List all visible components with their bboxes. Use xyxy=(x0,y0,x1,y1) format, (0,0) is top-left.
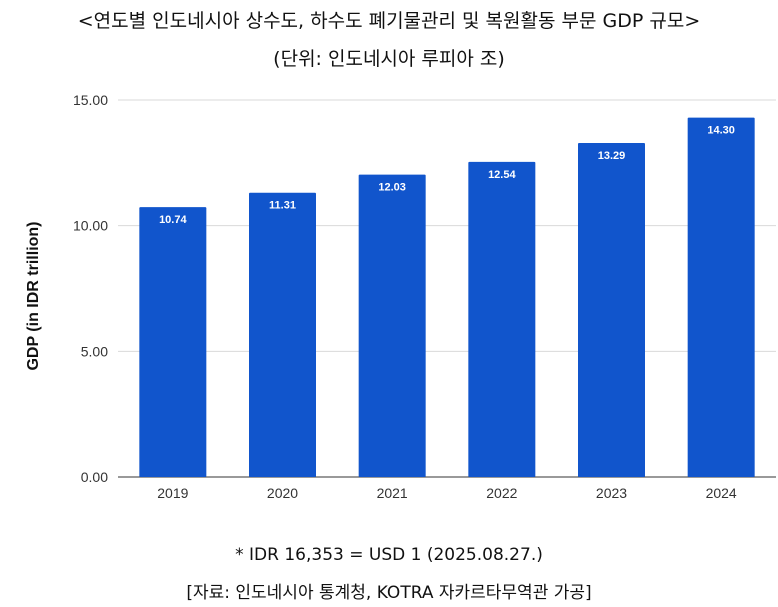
x-tick-label: 2024 xyxy=(706,485,737,501)
data-label: 10.74 xyxy=(159,214,187,226)
gridlines xyxy=(118,99,776,478)
x-tick-label: 2022 xyxy=(486,485,517,501)
x-tick-label: 2023 xyxy=(596,485,627,501)
data-label: 12.54 xyxy=(488,169,516,181)
x-tick-label: 2020 xyxy=(267,485,298,501)
x-axis-ticks: 2019 2020 2021 2022 2023 2024 xyxy=(157,485,737,501)
bar-2021 xyxy=(358,174,426,477)
bar-2019 xyxy=(139,207,207,477)
chart-unit-subtitle: (단위: 인도네시아 루피아 조) xyxy=(273,48,505,70)
chart-title: <연도별 인도네시아 상수도, 하수도 폐기물관리 및 복원활동 부문 GDP … xyxy=(77,10,701,32)
bar-2023 xyxy=(578,142,645,477)
y-axis-label: GDP (in IDR trillion) xyxy=(25,221,42,370)
exchange-rate-note: * IDR 16,353 = USD 1 (2025.08.27.) xyxy=(235,545,543,565)
source-note: [자료: 인도네시아 통계청, KOTRA 자카르타무역관 가공] xyxy=(186,583,592,603)
y-tick-label: 0.00 xyxy=(81,469,108,485)
y-tick-label: 10.00 xyxy=(73,218,108,234)
data-label: 13.29 xyxy=(598,150,626,162)
x-tick-label: 2019 xyxy=(157,485,188,501)
bar-2024 xyxy=(687,117,755,478)
data-label: 12.03 xyxy=(378,182,406,194)
x-tick-label: 2021 xyxy=(377,485,408,501)
bar-2020 xyxy=(249,192,316,477)
y-tick-label: 15.00 xyxy=(73,92,108,108)
y-tick-label: 5.00 xyxy=(81,343,108,359)
bars: 10.74 11.31 12.03 12.54 13.29 14.30 xyxy=(139,117,755,478)
data-label: 11.31 xyxy=(269,200,296,212)
bar-2022 xyxy=(468,161,536,477)
y-axis-ticks: 0.00 5.00 10.00 15.00 xyxy=(73,92,108,485)
data-label: 14.30 xyxy=(707,125,735,137)
